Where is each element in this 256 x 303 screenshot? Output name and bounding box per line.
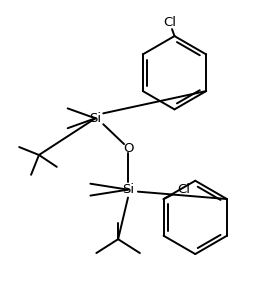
Text: Si: Si bbox=[89, 112, 101, 125]
Text: O: O bbox=[123, 142, 133, 155]
Text: Cl: Cl bbox=[177, 183, 190, 196]
Text: Si: Si bbox=[122, 183, 134, 196]
Text: Cl: Cl bbox=[163, 16, 176, 29]
